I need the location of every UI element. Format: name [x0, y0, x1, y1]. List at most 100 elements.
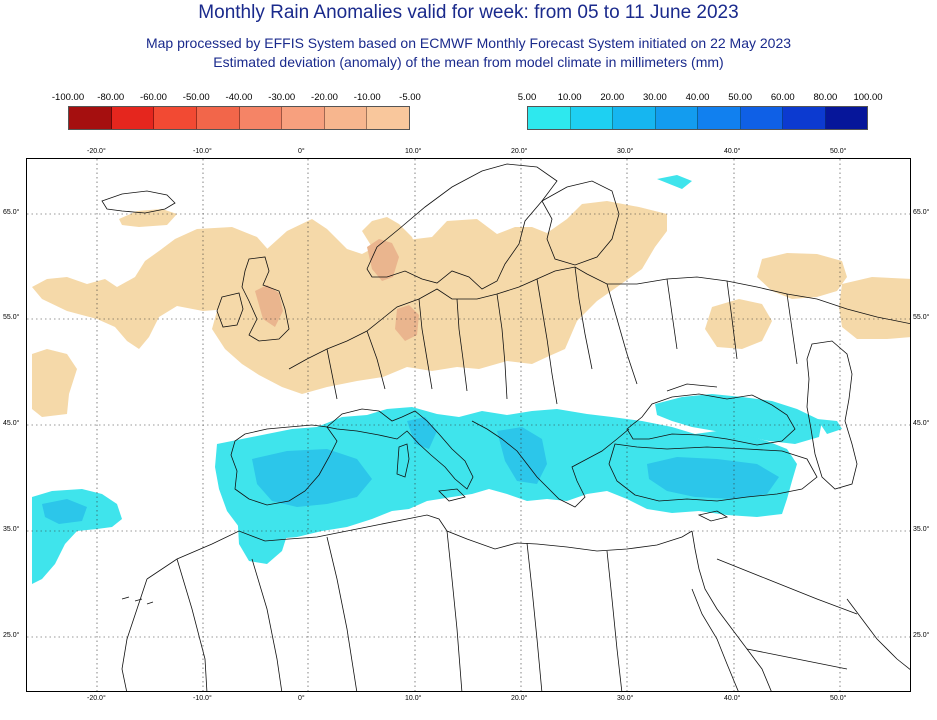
legend-positive-label: 10.00: [557, 92, 582, 103]
longitude-label: -20.0°: [87, 148, 106, 155]
wet-strong-turkey: [647, 457, 779, 499]
legend-positive: 5.00 10.00 20.00 30.00 40.00 50.00 60.00 80.00 1…: [518, 92, 883, 130]
dry-area-northwest: [32, 227, 272, 349]
legend-negative-colorbar: [68, 106, 410, 130]
legend-positive-label: 100.00: [853, 92, 883, 103]
legend-negative-swatch: [154, 107, 197, 129]
coast-europe-mainland: [288, 266, 910, 370]
legend-positive-label: 30.00: [642, 92, 667, 103]
coast-black-sea-north: [666, 383, 718, 392]
legend-positive-labels: 5.00 10.00 20.00 30.00 40.00 50.00 60.00 80.00 1…: [518, 92, 883, 106]
dry-strong-uk: [255, 285, 283, 327]
longitude-label: -10.0°: [193, 695, 212, 702]
coast-gulf: [846, 598, 910, 670]
legend-negative: -100.00 -80.00 -60.00 -50.00 -40.00 -30.00 -20…: [52, 92, 421, 130]
legend-positive-label: 20.00: [600, 92, 625, 103]
dry-area-iceland: [119, 209, 177, 227]
legend-positive-label: 60.00: [770, 92, 795, 103]
coast-sicily: [438, 488, 466, 502]
legend-negative-swatch: [196, 107, 240, 129]
coast-ireland: [216, 292, 244, 328]
legend-negative-label: -5.00: [399, 92, 421, 103]
wet-strong-balkans: [497, 427, 547, 484]
graticule: [27, 159, 910, 691]
latitude-label: 25.0°: [913, 632, 930, 639]
coast-scandinavia: [366, 163, 558, 290]
coast-middle-east: [691, 530, 772, 691]
legend-negative-label: -40.00: [225, 92, 253, 103]
map-subtitle-2: Estimated deviation (anomaly) of the mea…: [213, 54, 724, 70]
legend-positive-label: 80.00: [813, 92, 838, 103]
latitude-label: 55.0°: [3, 314, 20, 321]
dry-area-caspian-north: [705, 299, 772, 349]
legend-negative-label: -10.00: [353, 92, 381, 103]
legend-positive-swatch: [825, 107, 867, 129]
legend-positive-swatch: [698, 107, 741, 129]
dry-anomaly-areas: [32, 201, 910, 417]
coast-north-africa: [146, 514, 693, 580]
longitude-label: -20.0°: [87, 695, 106, 702]
legend-positive-swatch: [783, 107, 826, 129]
legend-positive-swatch: [570, 107, 613, 129]
coast-finland: [541, 180, 620, 266]
wet-area-russia-north: [657, 175, 692, 189]
latitude-label: 45.0°: [3, 420, 20, 427]
dry-area-volga: [757, 253, 847, 299]
legend-negative-swatch: [239, 107, 283, 129]
legend-negative-label: -100.00: [51, 92, 85, 103]
wet-area-north-africa-west: [237, 504, 289, 564]
longitude-label: 20.0°: [511, 148, 528, 155]
legend-positive-label: 5.00: [517, 92, 537, 103]
wet-strong-iberia: [252, 449, 372, 507]
coast-red-sea: [691, 588, 739, 691]
coast-great-britain: [241, 256, 290, 342]
legend-positive-swatch: [740, 107, 783, 129]
coast-cyprus: [697, 510, 729, 522]
dry-strong-norway: [367, 239, 399, 281]
legend-negative-label: -80.00: [97, 92, 125, 103]
latitude-label: 45.0°: [913, 420, 930, 427]
legend-negative-label: -60.00: [140, 92, 167, 103]
wet-strong-anomaly-areas: [42, 417, 779, 524]
longitude-label: 0°: [298, 148, 305, 155]
legend-positive-swatch: [528, 107, 571, 129]
legend-positive-label: 40.00: [685, 92, 710, 103]
longitude-label: 10.0°: [405, 148, 422, 155]
map-title: Monthly Rain Anomalies valid for week: f…: [198, 2, 739, 23]
legend-negative-swatch: [69, 107, 112, 129]
legend-negative-label: -30.00: [268, 92, 296, 103]
map-subtitle-1: Map processed by EFFIS System based on E…: [145, 35, 792, 51]
coastlines-and-borders: [101, 163, 910, 691]
legend-positive-colorbar: [527, 106, 868, 130]
dry-area-central-europe: [212, 201, 667, 394]
map-frame: [26, 158, 911, 692]
wet-area-caucasus: [817, 419, 842, 434]
coast-turkey: [608, 443, 818, 502]
longitude-label: 50.0°: [830, 148, 847, 155]
border-lines: [176, 266, 858, 691]
longitude-label: 0°: [298, 695, 305, 702]
anomaly-map: [27, 159, 910, 691]
longitude-label: 40.0°: [724, 148, 741, 155]
legend-negative-label: -20.00: [311, 92, 338, 103]
dry-area-kazakhstan: [839, 277, 910, 339]
legend-positive-swatch: [613, 107, 656, 129]
longitude-label: 30.0°: [617, 695, 634, 702]
latitude-label: 35.0°: [913, 526, 930, 533]
legend-negative-swatch: [111, 107, 155, 129]
wet-area-mediterranean: [215, 407, 797, 539]
dry-strong-netherlands: [395, 305, 419, 341]
latitude-label: 35.0°: [3, 526, 20, 533]
coast-black-sea: [626, 393, 796, 446]
longitude-label: 50.0°: [830, 695, 847, 702]
coast-iceland: [101, 190, 176, 214]
coast-caspian: [806, 340, 858, 490]
wet-strong-atlantic: [42, 499, 87, 524]
legend-negative-labels: -100.00 -80.00 -60.00 -50.00 -40.00 -30.00 -20…: [52, 92, 421, 106]
legend-negative-swatch: [367, 107, 409, 129]
latitude-label: 25.0°: [3, 632, 20, 639]
coast-sardinia-corsica: [396, 443, 410, 478]
longitude-label: 20.0°: [511, 695, 528, 702]
latitude-label: 55.0°: [913, 314, 930, 321]
coast-balkans-greece: [471, 420, 630, 508]
